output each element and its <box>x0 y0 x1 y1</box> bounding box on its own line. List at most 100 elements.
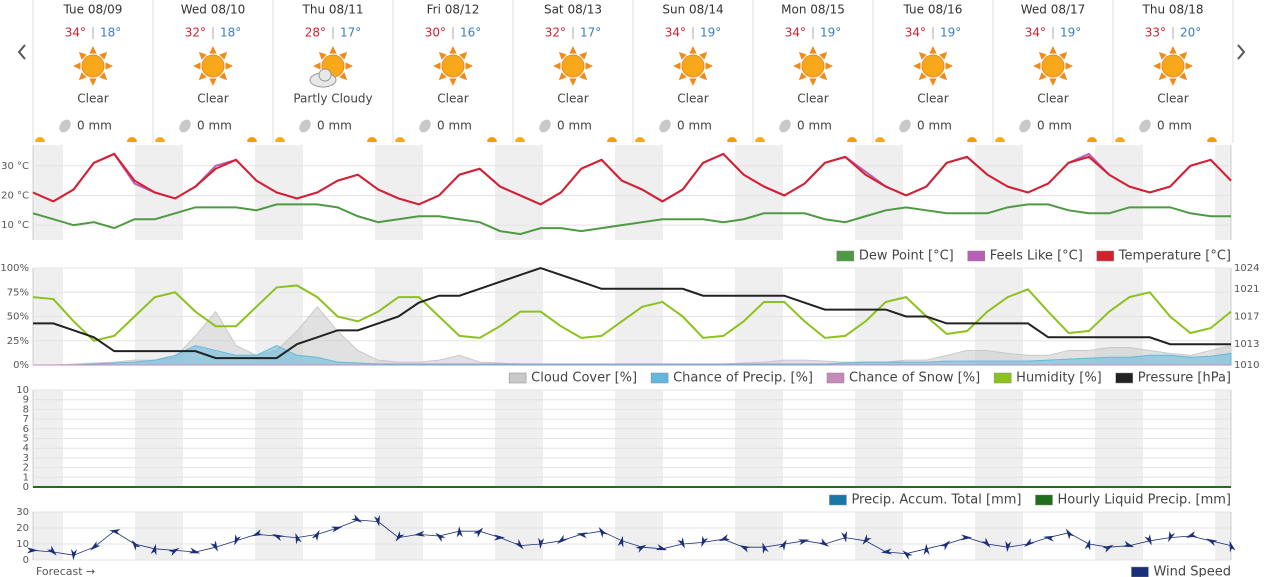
wind-marker <box>923 543 930 555</box>
y-tick-label: 2 <box>23 463 29 474</box>
sun-ray <box>1179 72 1188 81</box>
sunset-icon <box>847 137 857 142</box>
wind-marker <box>538 537 545 549</box>
wind-marker <box>940 540 951 551</box>
sun-ray <box>1038 51 1047 60</box>
y-tick-label: 0 <box>23 482 29 493</box>
rain-drop-icon <box>299 119 311 133</box>
day-label: Tue 08/09 <box>63 3 123 17</box>
wind-marker <box>862 534 872 545</box>
night-band <box>735 512 783 560</box>
sun-ray <box>225 62 233 70</box>
legend-swatch <box>508 372 527 384</box>
sun-ray <box>198 72 207 81</box>
y-tick-label: 30 <box>16 507 29 518</box>
prev-arrow[interactable] <box>17 44 26 60</box>
legend-swatch <box>829 494 847 506</box>
legend-swatch <box>836 250 855 262</box>
sunrise-icon <box>515 137 525 142</box>
precip-amount: 0 mm <box>797 119 832 133</box>
low-temp: 19° <box>700 26 721 40</box>
legend-label: Pressure [hPa] <box>1138 371 1231 386</box>
sun-ray <box>558 51 567 60</box>
night-band <box>1215 145 1231 240</box>
wind-marker <box>47 545 57 556</box>
y-tick-label: 4 <box>23 443 29 454</box>
rain-drop-icon <box>1139 119 1151 133</box>
legend-label: Cloud Cover [%] <box>531 371 637 386</box>
day-label: Fri 08/12 <box>427 3 480 17</box>
legend-swatch <box>650 372 669 384</box>
wind-marker <box>1229 540 1236 553</box>
legend-label: Feels Like [°C] <box>990 249 1083 264</box>
sun-ray <box>449 78 457 86</box>
sun-ray <box>1059 72 1068 81</box>
sun-ray <box>819 51 828 60</box>
annotation: Forecast → <box>36 565 95 577</box>
legend-label: Chance of Snow [%] <box>849 371 980 386</box>
wind-marker <box>234 534 241 546</box>
condition: Partly Cloudy <box>293 92 372 106</box>
rain-drop-icon <box>419 119 431 133</box>
rain-drop-icon <box>179 119 191 133</box>
next-arrow[interactable] <box>1237 44 1246 60</box>
wind-marker <box>1168 530 1176 543</box>
sun-ray <box>1169 46 1177 54</box>
night-band <box>33 512 63 560</box>
sunset-icon <box>967 137 977 142</box>
sun-ray <box>1158 51 1167 60</box>
night-band <box>33 145 63 240</box>
low-temp: 19° <box>820 26 841 40</box>
chart-panel: 0% 25% 50% 75% 100% 1010 1013 1017 1021 1024 Press… <box>0 263 1259 386</box>
wind-marker <box>514 539 524 550</box>
condition: Clear <box>1157 92 1188 106</box>
y-tick-label: 0 <box>23 555 29 566</box>
y2-tick-label: 1021 <box>1234 284 1259 295</box>
sunset-icon <box>367 137 377 142</box>
high-temp: 33° <box>1145 26 1166 40</box>
wind-marker <box>981 537 991 548</box>
sun-ray <box>209 78 217 86</box>
sun-ray <box>1049 78 1057 86</box>
sun-ray <box>558 72 567 81</box>
wind-marker <box>168 547 180 557</box>
legend-label: Precip. Accum. Total [mm] <box>851 493 1021 508</box>
sun-ray <box>705 62 713 70</box>
precip-amount: 0 mm <box>437 119 472 133</box>
wind-marker <box>960 534 973 541</box>
wind-marker <box>210 540 219 552</box>
sun-ray <box>1179 51 1188 60</box>
wind-marker <box>778 539 787 551</box>
night-band <box>1095 145 1143 240</box>
line <box>33 266 1231 360</box>
sun-ray <box>433 62 441 70</box>
wind-marker <box>1023 537 1035 548</box>
sun-ray <box>929 46 937 54</box>
sun-ray <box>569 46 577 54</box>
high-temp: 32° <box>185 26 206 40</box>
sun-ray <box>913 62 921 70</box>
sun-ray <box>809 78 817 86</box>
night-band <box>135 145 183 240</box>
legend-label: Chance of Precip. [%] <box>673 371 813 386</box>
sun-ray <box>99 51 108 60</box>
precip-amount: 0 mm <box>557 119 592 133</box>
wind-marker <box>90 541 101 551</box>
wind-marker <box>150 543 157 556</box>
wind-marker <box>598 527 608 538</box>
wind-marker <box>27 547 38 554</box>
wind-marker <box>1206 538 1218 547</box>
rain-drop-icon <box>779 119 791 133</box>
legend-swatch <box>993 372 1012 384</box>
y2-tick-label: 1013 <box>1234 339 1259 350</box>
sun-ray <box>89 46 97 54</box>
wind-marker <box>1122 540 1135 548</box>
wind-marker <box>456 526 463 538</box>
sunrise-icon <box>995 137 1005 142</box>
wind-marker <box>131 539 141 551</box>
day-label: Tue 08/16 <box>903 3 963 17</box>
y2-tick-label: 1017 <box>1234 312 1259 323</box>
sun-ray <box>929 78 937 86</box>
wind-marker <box>109 529 121 536</box>
night-band <box>735 145 783 240</box>
